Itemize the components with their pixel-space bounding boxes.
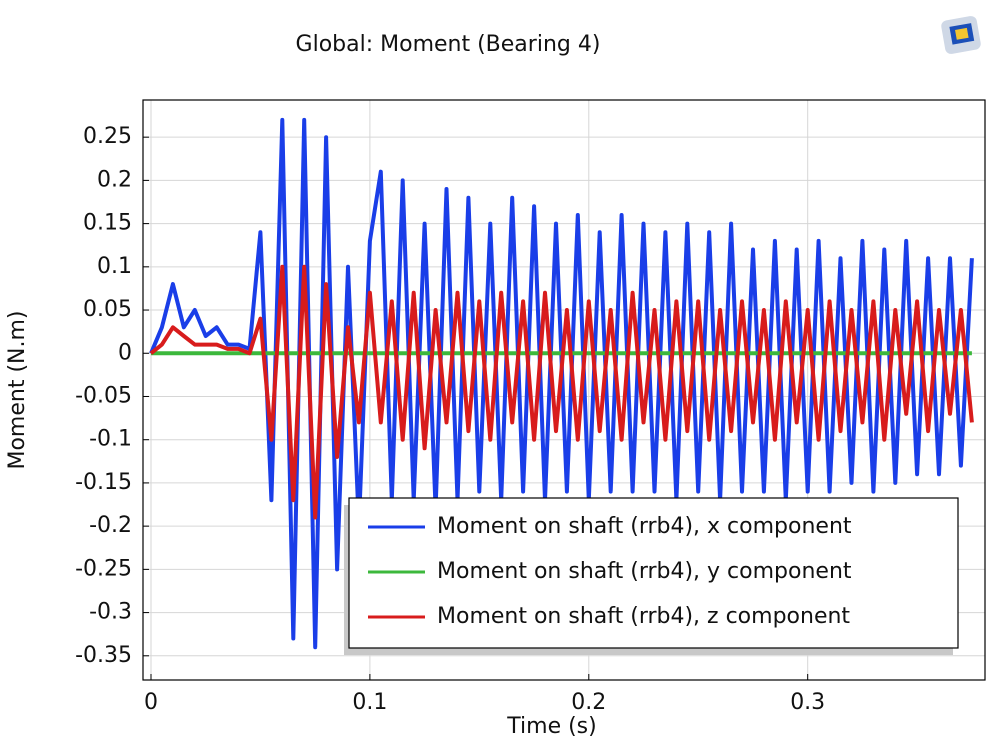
y-tick-label: 0.1 xyxy=(97,254,132,279)
plot-frame xyxy=(142,99,986,681)
chart-title: Global: Moment (Bearing 4) xyxy=(296,32,601,57)
legend-label: Moment on shaft (rrb4), x component xyxy=(437,514,852,539)
x-tick-label: 0.3 xyxy=(790,690,825,715)
legend-label: Moment on shaft (rrb4), y component xyxy=(437,559,852,584)
y-tick-label: -0.3 xyxy=(89,600,132,625)
y-tick-label: 0.15 xyxy=(83,211,132,236)
y-tick-label: -0.35 xyxy=(75,643,132,668)
y-axis-label: Moment (N.m) xyxy=(5,310,30,469)
legend-label: Moment on shaft (rrb4), z component xyxy=(437,604,850,629)
legend: Moment on shaft (rrb4), x component Momen… xyxy=(344,497,959,655)
y-tick-label: -0.2 xyxy=(89,513,132,538)
logo-icon xyxy=(941,16,981,54)
x-tick-label: 0 xyxy=(144,690,158,715)
y-tick-label: 0.05 xyxy=(83,297,132,322)
x-axis-label: Time (s) xyxy=(506,714,596,739)
x-tick-label: 0.2 xyxy=(571,690,606,715)
x-tick-label: 0.1 xyxy=(352,690,387,715)
y-tick-label: -0.1 xyxy=(89,427,132,452)
series-line xyxy=(149,264,974,520)
legend-box xyxy=(348,497,959,649)
plot-lines xyxy=(149,117,974,650)
y-tick-label: -0.05 xyxy=(75,383,132,408)
y-tick-label: 0 xyxy=(118,340,132,365)
y-tick-label: -0.15 xyxy=(75,470,132,495)
y-tick-label: 0.2 xyxy=(97,167,132,192)
y-tick-label: 0.25 xyxy=(83,124,132,149)
y-tick-label: -0.25 xyxy=(75,556,132,581)
